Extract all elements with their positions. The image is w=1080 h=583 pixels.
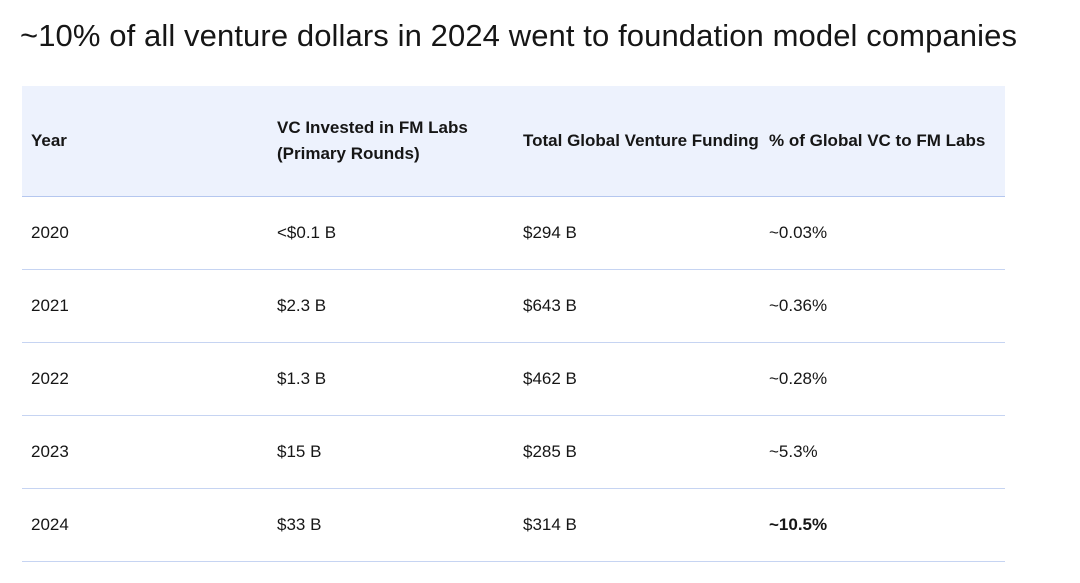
page-title: ~10% of all venture dollars in 2024 went… [20, 18, 1018, 53]
cell-percent: ~0.28% [769, 369, 828, 388]
cell-year: 2022 [31, 369, 69, 388]
table-row: 2023 $15 B $285 B ~5.3% [22, 416, 1005, 489]
cell-year: 2021 [31, 296, 69, 315]
cell-percent: ~0.36% [769, 296, 828, 315]
table-row: 2021 $2.3 B $643 B ~0.36% [22, 270, 1005, 343]
cell-year: 2024 [31, 515, 69, 534]
cell-vc-invested: $33 B [277, 515, 322, 534]
cell-percent-highlight: ~10.5% [769, 515, 828, 534]
cell-vc-invested: $15 B [277, 442, 322, 461]
header-percent: % of Global VC to FM Labs [769, 131, 986, 150]
cell-total-funding: $462 B [523, 369, 577, 388]
header-year: Year [31, 131, 67, 150]
cell-total-funding: $294 B [523, 223, 577, 242]
cell-year: 2020 [31, 223, 69, 242]
cell-year: 2023 [31, 442, 69, 461]
table-row: 2024 $33 B $314 B ~10.5% [22, 489, 1005, 562]
cell-total-funding: $643 B [523, 296, 577, 315]
table-row: 2022 $1.3 B $462 B ~0.28% [22, 343, 1005, 416]
cell-total-funding: $285 B [523, 442, 577, 461]
cell-vc-invested: $2.3 B [277, 296, 327, 315]
cell-vc-invested: <$0.1 B [277, 223, 337, 242]
header-total-funding: Total Global Venture Funding [523, 131, 759, 150]
cell-total-funding: $314 B [523, 515, 577, 534]
cell-percent: ~0.03% [769, 223, 828, 242]
header-vc-invested: VC Invested in FM Labs (Primary Rounds) [277, 118, 468, 163]
table-row: 2020 <$0.1 B $294 B ~0.03% [22, 197, 1005, 270]
cell-percent: ~5.3% [769, 442, 818, 461]
table-header-row: Year VC Invested in FM Labs (Primary Rou… [22, 86, 1005, 197]
cell-vc-invested: $1.3 B [277, 369, 327, 388]
funding-table: Year VC Invested in FM Labs (Primary Rou… [22, 86, 1005, 562]
